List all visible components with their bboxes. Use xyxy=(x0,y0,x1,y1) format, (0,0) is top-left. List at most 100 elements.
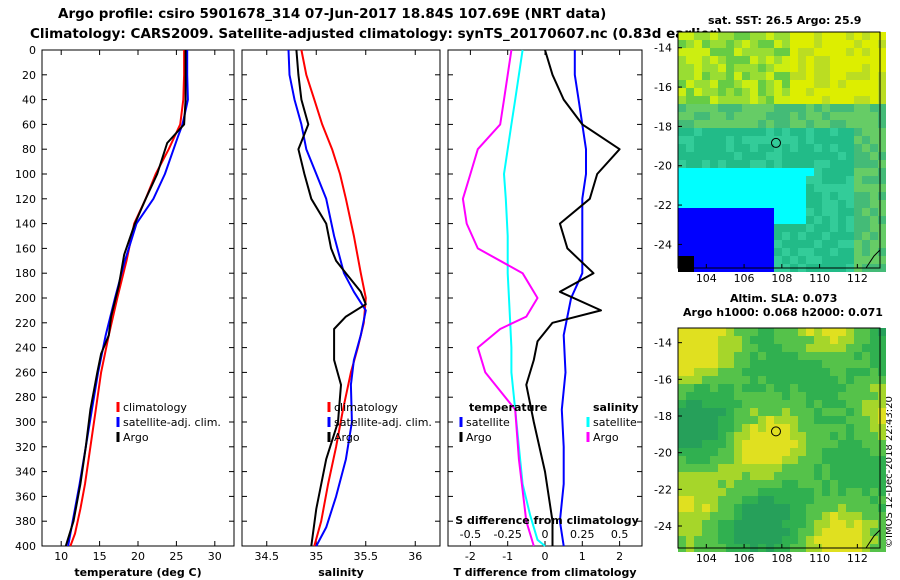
sst_map-cell xyxy=(742,248,750,256)
sst_map-cell xyxy=(726,128,734,136)
sla_map-cell xyxy=(806,456,814,464)
sla_map-cell xyxy=(718,480,726,488)
sst_map-cell xyxy=(862,256,870,264)
sst_map-cell xyxy=(798,208,806,216)
sst_map-cell xyxy=(798,56,806,64)
sla-map-subtitle: Argo h1000: 0.068 h2000: 0.071 xyxy=(683,306,883,319)
sla_map-cell xyxy=(790,408,798,416)
sla_map-cell xyxy=(814,520,822,528)
sla_map-cell xyxy=(846,480,854,488)
sst_map-cell xyxy=(782,224,790,232)
sst_map-cell xyxy=(702,32,710,40)
sla_map-cell xyxy=(726,472,734,480)
sla_map-cell xyxy=(718,472,726,480)
sst_map-cell xyxy=(702,216,710,224)
sst_map-cell xyxy=(678,160,686,168)
sst_map-cell xyxy=(838,136,846,144)
sla_map-cell xyxy=(766,512,774,520)
sst_map-cell xyxy=(766,120,774,128)
sst_map-cell xyxy=(774,120,782,128)
sla_map-cell xyxy=(766,488,774,496)
sst_map-cell xyxy=(854,120,862,128)
sst_map-cell xyxy=(854,80,862,88)
sst_map-cell xyxy=(806,192,814,200)
sst_map-cell xyxy=(814,144,822,152)
sst_map-cell xyxy=(766,216,774,224)
sst_map-cell xyxy=(838,120,846,128)
sla_map-cell xyxy=(790,472,798,480)
sst_map-cell xyxy=(814,256,822,264)
sla_map-cell xyxy=(878,408,886,416)
sst_map-cell xyxy=(822,88,830,96)
sla_map-cell xyxy=(878,488,886,496)
sla_map-cell xyxy=(878,544,886,552)
sst_map-cell xyxy=(726,56,734,64)
sla_map-field xyxy=(678,328,886,552)
difference-series-0 xyxy=(558,50,587,547)
sla_map-cell xyxy=(854,384,862,392)
sst_map-cell xyxy=(710,112,718,120)
sst_map-cell xyxy=(870,104,878,112)
sla_map-cell xyxy=(862,424,870,432)
sla_map-cell xyxy=(790,384,798,392)
sla_map-cell xyxy=(694,400,702,408)
sst_map-cell xyxy=(790,160,798,168)
sla_map-cell xyxy=(734,328,742,336)
sst_map-cell xyxy=(742,88,750,96)
sst_map-cell xyxy=(686,128,694,136)
sst_map-cell xyxy=(726,32,734,40)
sla_map-cell xyxy=(686,520,694,528)
sst_map-cell xyxy=(734,256,742,264)
sst_map-cell xyxy=(774,232,782,240)
sst_map-cell xyxy=(750,144,758,152)
sst_map-cell xyxy=(734,56,742,64)
sla_map-cell xyxy=(742,496,750,504)
salinity-series-1 xyxy=(287,49,367,547)
sla_map-cell xyxy=(718,488,726,496)
sst_map-cell xyxy=(750,256,758,264)
sla_map-cell xyxy=(734,440,742,448)
difference-panel-xlabel: T difference from climatology xyxy=(453,566,636,579)
sst_map-cell xyxy=(742,144,750,152)
sla_map-cell xyxy=(766,336,774,344)
sst_map-cell xyxy=(734,120,742,128)
sst_map-cell xyxy=(758,96,766,104)
sla_map-cell xyxy=(686,408,694,416)
figure-title-line1: Argo profile: csiro 5901678_314 07-Jun-2… xyxy=(58,6,607,22)
sla_map-cell xyxy=(766,520,774,528)
sla_map-cell xyxy=(774,328,782,336)
sst_map-cell xyxy=(734,152,742,160)
sst_map-cell xyxy=(782,80,790,88)
sst_map-cell xyxy=(790,176,798,184)
sst_map-cell xyxy=(838,256,846,264)
sst_map-cell xyxy=(678,32,686,40)
sla_map-cell xyxy=(686,496,694,504)
sst_map-cell xyxy=(878,208,886,216)
sst_map-cell xyxy=(878,192,886,200)
sst_map-cell xyxy=(862,112,870,120)
sst_map-cell xyxy=(774,48,782,56)
sst_map-cell xyxy=(790,80,798,88)
sla_map-cell xyxy=(838,392,846,400)
sst_map-cell xyxy=(814,184,822,192)
sst_map-cell xyxy=(806,184,814,192)
sla_map-cell xyxy=(830,496,838,504)
sla_map-cell xyxy=(678,480,686,488)
sla_map-cell xyxy=(686,360,694,368)
sst_map-cell xyxy=(854,72,862,80)
sst_map-cell xyxy=(758,176,766,184)
sst_map-cell xyxy=(718,48,726,56)
sst_map-cell xyxy=(838,208,846,216)
difference-panel-top-tick-label: -0.5 xyxy=(460,528,481,541)
sla_map-cell xyxy=(798,512,806,520)
sst_map-cell xyxy=(686,224,694,232)
sst_map-cell xyxy=(718,208,726,216)
sst_map-cell xyxy=(846,248,854,256)
sst_map-xtick-label: 112 xyxy=(847,272,868,285)
sst_map-cell xyxy=(870,168,878,176)
sla_map-cell xyxy=(798,480,806,488)
sst_map-cell xyxy=(790,184,798,192)
sla_map-cell xyxy=(846,472,854,480)
sst_map-cell xyxy=(710,176,718,184)
sla_map-cell xyxy=(878,424,886,432)
